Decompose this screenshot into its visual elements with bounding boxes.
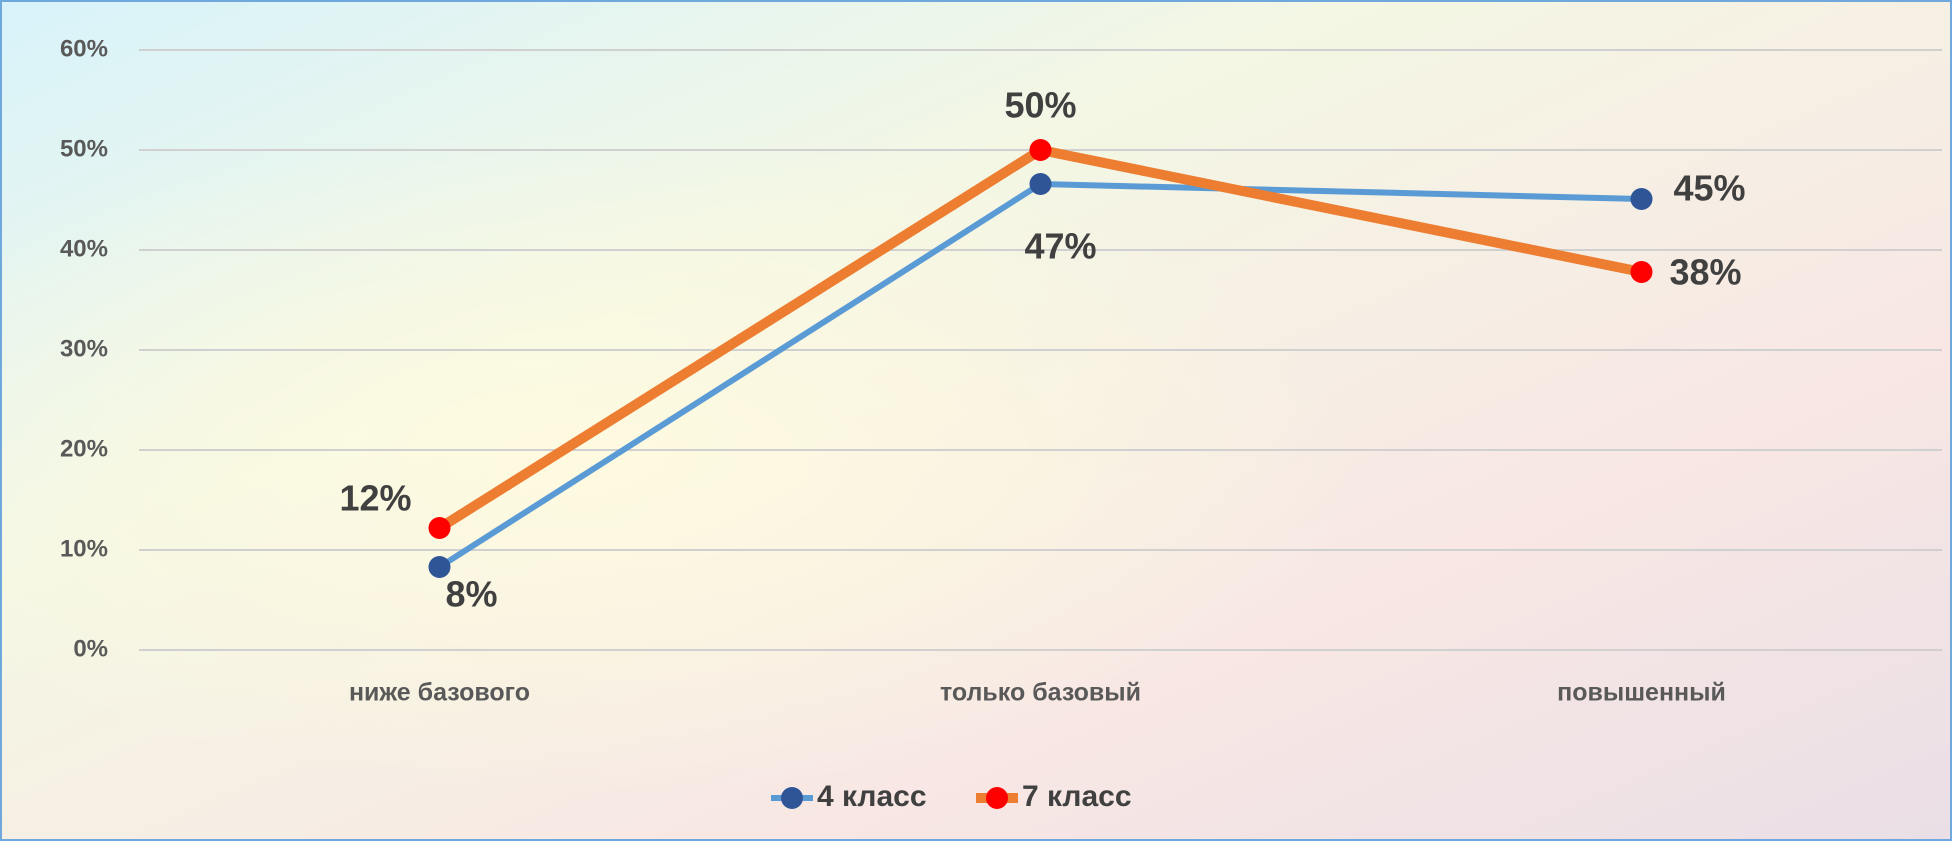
y-tick-label: 50% — [60, 135, 108, 162]
y-tick-label: 20% — [60, 435, 108, 462]
data-label: 50% — [1004, 85, 1076, 126]
legend-label: 4 класс — [817, 780, 927, 813]
legend-label: 7 класс — [1022, 780, 1132, 813]
y-tick-label: 40% — [60, 235, 108, 262]
y-tick-label: 10% — [60, 535, 108, 562]
x-tick-label: только базовый — [940, 679, 1141, 707]
legend-marker — [986, 787, 1008, 809]
data-label: 45% — [1674, 168, 1746, 209]
point-marker — [1630, 261, 1653, 283]
point-marker — [428, 517, 451, 539]
data-label: 38% — [1670, 252, 1742, 293]
y-tick-label: 60% — [60, 35, 108, 62]
data-label: 8% — [445, 574, 497, 615]
x-tick-label: ниже базового — [349, 679, 530, 707]
data-label: 12% — [339, 478, 411, 519]
y-tick-label: 30% — [60, 335, 108, 362]
data-label: 47% — [1024, 226, 1096, 267]
x-tick-label: повышенный — [1557, 679, 1726, 707]
point-marker — [1029, 139, 1052, 161]
y-tick-label: 0% — [73, 635, 108, 662]
point-marker — [1029, 173, 1052, 195]
point-marker — [1630, 188, 1653, 210]
legend-marker — [781, 787, 803, 809]
point-marker — [428, 556, 451, 578]
